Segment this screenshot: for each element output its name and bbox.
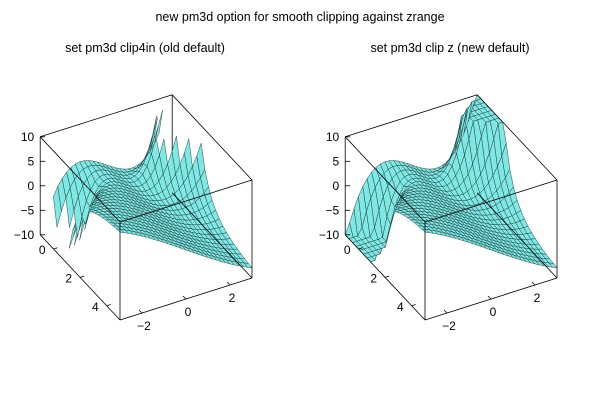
z-tick-label: 10 xyxy=(326,130,340,144)
y-tick-label: 2 xyxy=(370,271,377,285)
y-tick xyxy=(79,275,85,278)
x-tick-label: 0 xyxy=(185,305,192,319)
y-tick-label: 4 xyxy=(397,300,404,314)
y-tick-label: 4 xyxy=(92,300,99,314)
panel-left-title: set pm3d clip4in (old default) xyxy=(65,41,225,55)
x-tick xyxy=(531,281,536,286)
z-tick-label: 0 xyxy=(28,179,35,193)
z-tick-label: 5 xyxy=(28,154,35,168)
box-edge-top-left xyxy=(344,136,426,223)
y-tick xyxy=(53,247,58,250)
surface-facet xyxy=(154,110,163,144)
z-tick-label: −5 xyxy=(21,203,35,217)
surface-facet xyxy=(171,135,181,175)
z-tick-label: −5 xyxy=(326,203,340,217)
z-tick-label: −10 xyxy=(319,228,340,242)
y-tick-label: 0 xyxy=(344,243,351,257)
z-tick-label: −10 xyxy=(14,228,35,242)
surface xyxy=(344,94,558,269)
box-edge-top-back xyxy=(40,94,173,138)
x-tick-label: −2 xyxy=(137,319,151,333)
box-edge-top-right xyxy=(476,94,558,181)
box-edge-top-left xyxy=(39,136,121,223)
x-tick-label: 2 xyxy=(229,291,236,305)
box-edge-bottom-right xyxy=(476,192,558,279)
z-tick-label: 0 xyxy=(333,179,340,193)
box-edge-bottom-right xyxy=(171,192,253,279)
panel-right: set pm3d clip z (new default) 10 5 0 −5 −10 0… xyxy=(319,41,558,333)
figure-title: new pm3d option for smooth clipping agai… xyxy=(155,10,444,24)
panel-right-title: set pm3d clip z (new default) xyxy=(370,41,529,55)
y-tick xyxy=(384,275,390,278)
surface-facet xyxy=(196,143,206,179)
surface-facet xyxy=(159,138,168,175)
box-edge-top-front xyxy=(424,179,558,223)
y-tick-label: 0 xyxy=(39,243,46,257)
box-edge-top-right xyxy=(171,94,253,181)
x-tick xyxy=(443,309,448,314)
x-tick xyxy=(226,281,231,286)
x-tick-label: 0 xyxy=(490,305,497,319)
x-tick-label: 2 xyxy=(534,291,541,305)
x-tick xyxy=(487,295,492,300)
box-edge-top-front xyxy=(119,179,253,223)
x-tick-label: −2 xyxy=(442,319,456,333)
surface-facet xyxy=(184,138,193,177)
panel-left: set pm3d clip4in (old default) 10 5 0 −5 −10… xyxy=(14,41,253,333)
x-tick xyxy=(138,309,143,314)
y-tick-label: 2 xyxy=(65,271,72,285)
z-tick-label: 10 xyxy=(21,130,35,144)
y-tick xyxy=(358,247,363,250)
z-tick-label: 5 xyxy=(333,154,340,168)
x-tick xyxy=(182,295,187,300)
box-edge-top-back xyxy=(345,94,478,138)
y-tick xyxy=(106,304,111,307)
y-tick xyxy=(411,304,416,307)
surface xyxy=(53,110,253,269)
